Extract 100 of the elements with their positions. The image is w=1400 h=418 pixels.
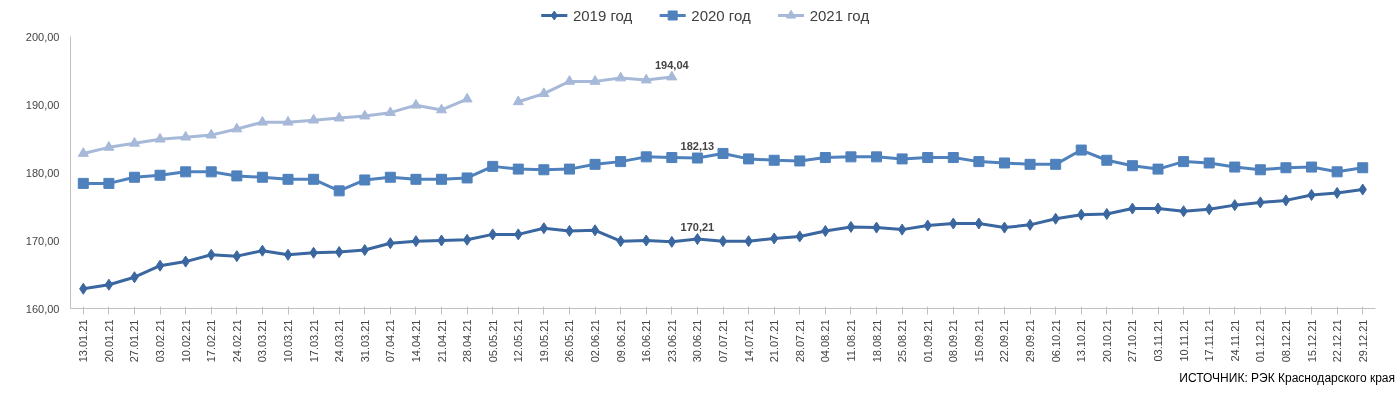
point — [922, 152, 934, 164]
point — [154, 169, 166, 181]
x-tick-label: 19.05.21 — [537, 319, 550, 363]
point — [333, 185, 345, 197]
point — [512, 95, 524, 106]
point — [333, 111, 345, 122]
point — [512, 163, 524, 175]
point — [896, 153, 908, 165]
x-tick-label: 20.01.21 — [102, 319, 115, 363]
point — [1024, 158, 1036, 170]
point — [538, 87, 550, 98]
point — [128, 136, 140, 147]
x-tick-label: 24.11.21 — [1228, 319, 1241, 362]
point — [897, 223, 907, 236]
point — [104, 278, 114, 291]
point — [436, 173, 448, 185]
x-tick-label: 25.08.21 — [896, 319, 909, 363]
point — [231, 170, 243, 182]
x-tick-label: 28.07.21 — [793, 319, 806, 363]
x-tick-label: 29.09.21 — [1024, 319, 1037, 363]
point — [308, 173, 320, 185]
x-tick-label: 03.03.21 — [256, 319, 269, 363]
x-tick-label: 28.04.21 — [461, 319, 474, 363]
point — [691, 152, 703, 164]
x-tick-label: 27.10.21 — [1126, 319, 1139, 363]
point — [794, 155, 806, 167]
annotation: 182,13 — [680, 140, 715, 153]
point — [384, 171, 396, 183]
point — [155, 259, 165, 272]
point — [436, 103, 448, 114]
point — [1075, 144, 1087, 156]
x-tick-label: 08.09.21 — [947, 319, 960, 363]
point — [1331, 166, 1343, 178]
x-tick-label: 02.06.21 — [589, 319, 602, 363]
x-tick-label: 01.12.21 — [1254, 319, 1267, 363]
point — [718, 235, 728, 248]
point — [461, 92, 473, 103]
x-tick-label: 05.05.21 — [486, 319, 499, 363]
point — [589, 158, 601, 170]
point — [589, 75, 601, 85]
x-tick-label: 08.12.21 — [1279, 319, 1292, 363]
point — [77, 147, 89, 157]
x-tick-label: 04.08.21 — [819, 319, 832, 363]
point — [1229, 161, 1241, 173]
point — [1281, 194, 1291, 207]
point — [768, 154, 780, 166]
x-tick-label: 10.02.21 — [179, 319, 192, 363]
point — [359, 109, 371, 120]
point — [743, 153, 755, 165]
point — [1306, 161, 1318, 173]
point — [77, 177, 89, 189]
point — [717, 147, 729, 159]
x-tick-label: 13.01.21 — [77, 319, 90, 363]
point — [1254, 164, 1266, 176]
point — [103, 141, 115, 151]
point — [1332, 186, 1342, 199]
legend-label: 2021 год — [809, 7, 870, 24]
x-tick-label: 03.11.21 — [1152, 319, 1164, 362]
x-tick-label: 10.11.21 — [1177, 319, 1190, 362]
point — [256, 115, 268, 126]
x-tick-label: 30.06.21 — [691, 319, 704, 363]
point — [615, 156, 627, 168]
legend-label: 2020 год — [691, 7, 751, 24]
y-tick-label: 200,00 — [25, 30, 60, 43]
x-tick-label: 21.07.21 — [768, 319, 781, 363]
point — [1178, 156, 1190, 168]
point — [411, 235, 421, 248]
y-tick-label: 180,00 — [25, 166, 60, 179]
point — [1050, 158, 1062, 170]
x-tick-label: 26.05.21 — [563, 319, 576, 363]
point — [205, 128, 217, 139]
x-tick-label: 20.10.21 — [1100, 319, 1113, 363]
point — [410, 98, 422, 109]
y-tick-label: 190,00 — [25, 98, 60, 111]
point — [640, 151, 652, 163]
point — [1203, 157, 1215, 169]
x-tick-label: 12.05.21 — [512, 319, 525, 363]
x-tick-label: 09.06.21 — [614, 319, 627, 363]
point — [231, 122, 243, 133]
text: ИСТОЧНИК: РЭК Краснодарского края — [1179, 370, 1395, 387]
x-tick-label: 14.04.21 — [409, 319, 422, 363]
x-tick-label: 01.09.21 — [921, 319, 934, 363]
point — [871, 151, 883, 163]
point — [359, 174, 371, 186]
point — [563, 163, 575, 175]
point — [410, 173, 422, 185]
x-tick-label: 23.06.21 — [665, 319, 678, 363]
x-tick-label: 22.12.21 — [1331, 319, 1344, 363]
x-tick-label: 14.07.21 — [742, 319, 755, 363]
point — [180, 130, 192, 141]
x-tick-label: 17.02.21 — [205, 319, 218, 363]
point — [819, 152, 831, 164]
point — [128, 171, 140, 183]
x-tick-label: 31.03.21 — [358, 319, 371, 363]
x-tick-label: 07.07.21 — [717, 319, 729, 363]
annotation: 170,21 — [680, 221, 715, 234]
point — [666, 152, 678, 164]
x-tick-label: 06.10.21 — [1049, 319, 1062, 363]
x-tick-label: 18.08.21 — [870, 319, 883, 363]
x-tick-label: 17.11.21 — [1203, 319, 1216, 362]
